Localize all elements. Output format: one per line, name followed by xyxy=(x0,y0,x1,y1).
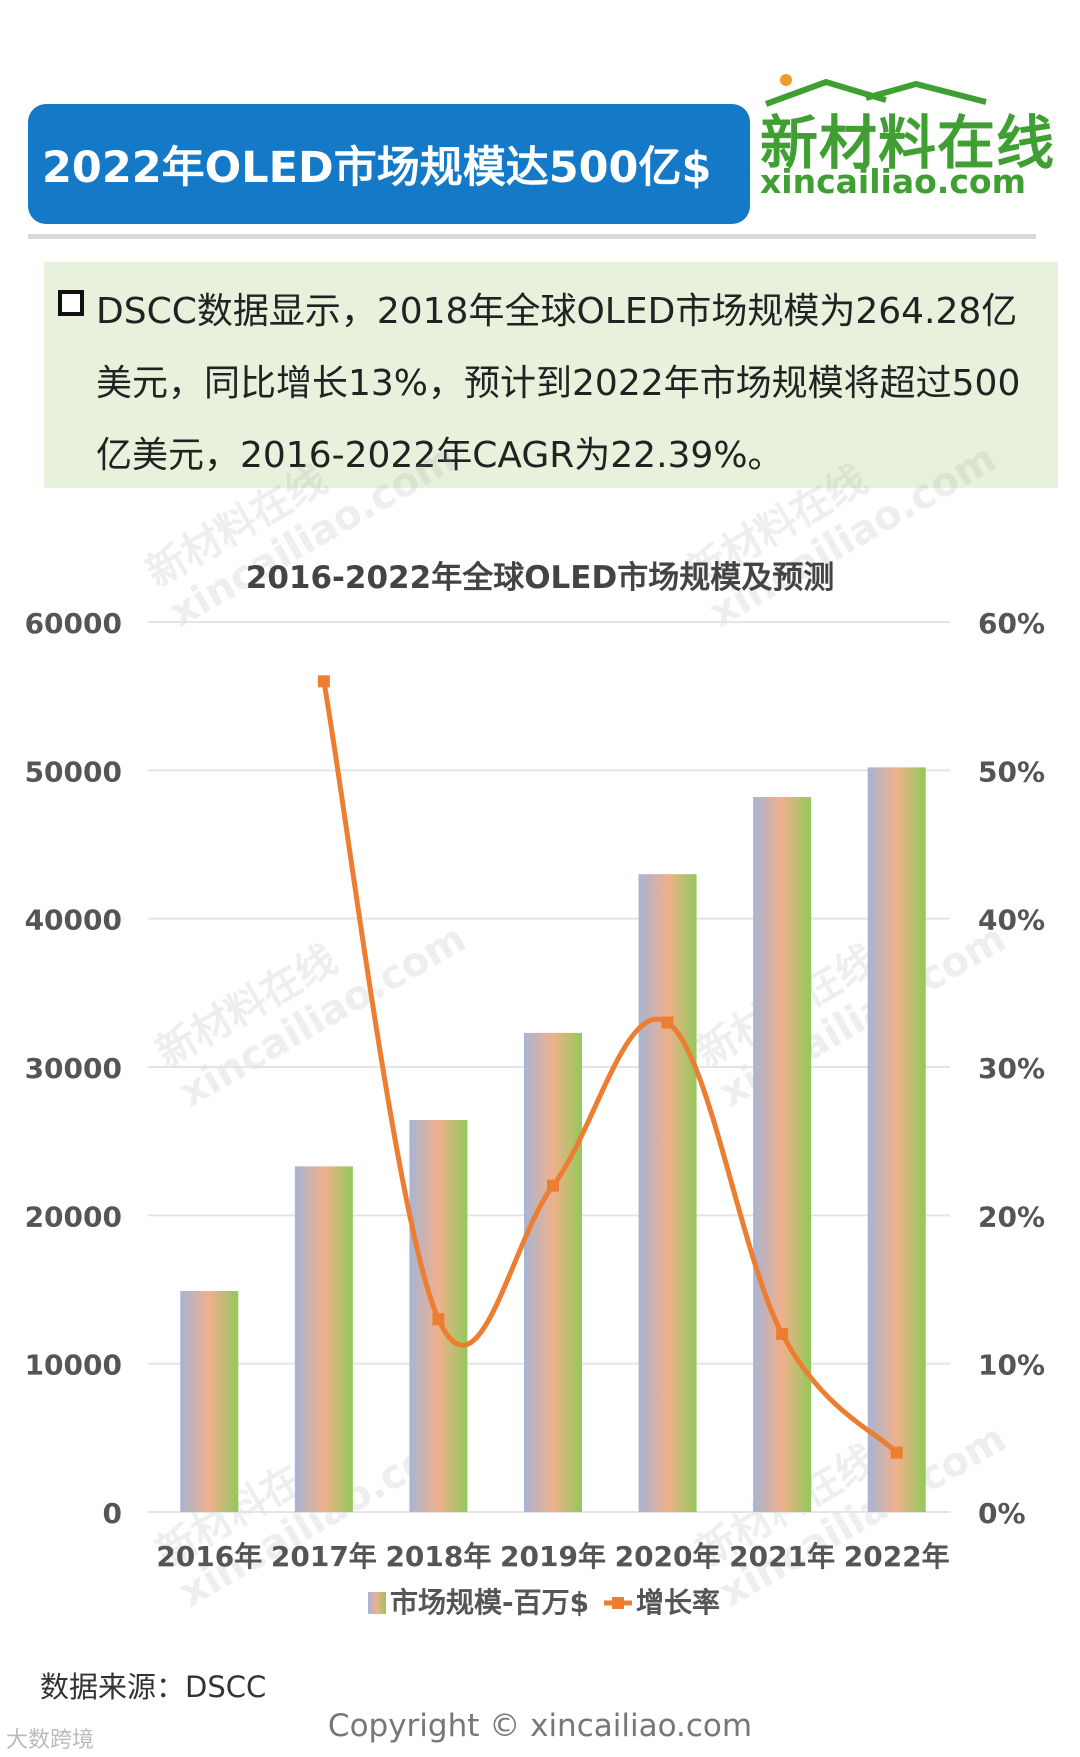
y2-tick-label: 30% xyxy=(978,1052,1045,1085)
x-tick-label: 2021年 xyxy=(729,1540,835,1573)
summary-text: DSCC数据显示，2018年全球OLED市场规模为264.28亿美元，同比增长1… xyxy=(96,291,1021,476)
line-point xyxy=(890,1446,903,1459)
title-banner: 2022年OLED市场规模达500亿$ xyxy=(28,104,750,224)
bar xyxy=(867,767,926,1512)
y-tick-label: 40000 xyxy=(25,904,122,937)
x-tick-label: 2018年 xyxy=(385,1540,491,1573)
line-point xyxy=(432,1313,445,1326)
legend-label: 增长率 xyxy=(636,1586,720,1619)
logo-roof-icon xyxy=(764,74,987,107)
y2-tick-label: 40% xyxy=(978,904,1045,937)
line-point xyxy=(661,1016,674,1029)
data-source: 数据来源：DSCC xyxy=(40,1670,267,1704)
summary-box: DSCC数据显示，2018年全球OLED市场规模为264.28亿美元，同比增长1… xyxy=(44,262,1058,488)
x-tick-label: 2017年 xyxy=(271,1540,377,1573)
bar xyxy=(638,874,697,1512)
corner-watermark: 大数跨境 xyxy=(6,1728,95,1753)
header-divider xyxy=(28,234,1036,239)
bar-series xyxy=(180,767,926,1512)
x-tick-label: 2020年 xyxy=(615,1540,721,1573)
y2-tick-label: 0% xyxy=(978,1497,1026,1530)
logo-url: xincailiao.com xyxy=(760,162,1026,201)
legend-line-marker xyxy=(612,1597,624,1609)
legend-label: 市场规模-百万$ xyxy=(390,1586,589,1619)
copyright: Copyright © xincailiao.com xyxy=(327,1708,753,1744)
y-tick-label: 60000 xyxy=(25,607,122,640)
y-tick-label: 20000 xyxy=(25,1200,122,1233)
bar xyxy=(753,797,812,1512)
bar xyxy=(524,1032,582,1512)
x-tick-label: 2022年 xyxy=(844,1540,950,1573)
axes: 0 10000 20000 30000 40000 50000 60000 0% 10% 20% 3… xyxy=(25,607,1045,1573)
legend: 市场规模-百万$ 增长率 xyxy=(368,1586,720,1619)
x-tick-label: 2019年 xyxy=(500,1540,606,1573)
y-tick-label: 30000 xyxy=(25,1052,122,1085)
line-point xyxy=(317,675,330,688)
checkbox-bullet-icon xyxy=(58,290,84,316)
bar xyxy=(294,1166,353,1512)
logo-text: 新材料在线 xyxy=(760,109,1056,177)
line-point xyxy=(776,1328,789,1340)
legend-bar-swatch xyxy=(368,1592,386,1614)
y2-tick-label: 50% xyxy=(978,755,1045,788)
page-title: 2022年OLED市场规模达500亿$ xyxy=(42,143,712,193)
y2-tick-label: 10% xyxy=(978,1349,1045,1382)
y2-tick-label: 60% xyxy=(978,607,1045,640)
x-tick-label: 2016年 xyxy=(156,1540,262,1573)
bar xyxy=(180,1290,239,1512)
y-tick-label: 10000 xyxy=(25,1349,122,1382)
y-tick-label: 0 xyxy=(103,1497,122,1530)
y-tick-label: 50000 xyxy=(25,755,122,788)
line-point xyxy=(547,1179,559,1192)
combo-chart: 0 10000 20000 30000 40000 50000 60000 0% 10% 20% 3… xyxy=(25,607,1045,1619)
line-series xyxy=(317,675,903,1459)
growth-line xyxy=(321,680,899,1455)
y2-tick-label: 20% xyxy=(978,1200,1045,1233)
brand-logo: 新材料在线 xincailiao.com xyxy=(756,74,1056,201)
chart-title: 2016-2022年全球OLED市场规模及预测 xyxy=(245,560,835,596)
